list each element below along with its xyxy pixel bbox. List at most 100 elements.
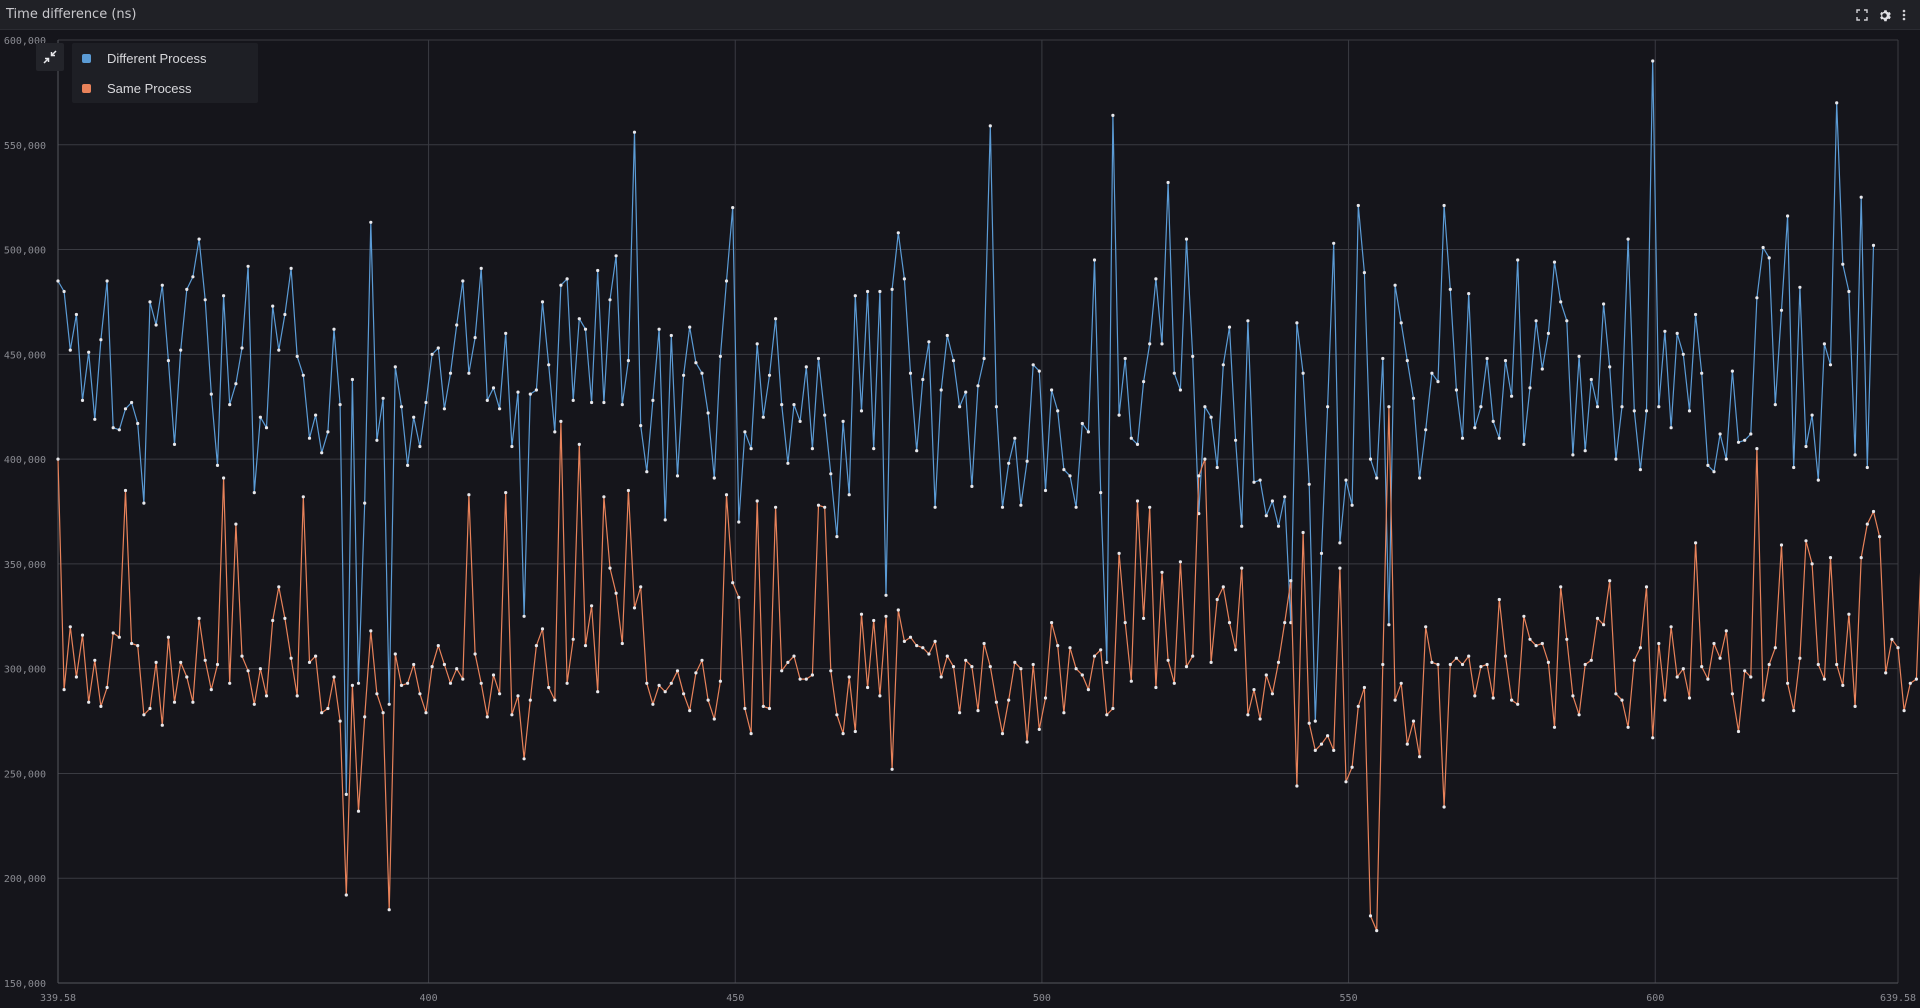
data-point-same-process [491, 673, 496, 677]
data-point-same-process [1362, 685, 1366, 690]
data-point-different-process [1283, 495, 1287, 499]
data-point-same-process [1914, 677, 1918, 681]
data-point-different-process [1099, 491, 1103, 495]
data-point-different-process [1191, 354, 1195, 358]
data-point-same-process [1246, 713, 1250, 717]
data-point-different-process [939, 388, 943, 392]
data-point-same-process [1203, 457, 1207, 461]
data-point-different-process [1583, 449, 1587, 453]
data-point-same-process [1902, 709, 1906, 713]
data-point-different-process [1037, 369, 1041, 373]
data-point-different-process [1424, 428, 1428, 432]
data-point-different-process [1215, 465, 1219, 470]
data-point-same-process [99, 704, 103, 709]
data-point-different-process [608, 298, 612, 302]
data-point-different-process [1804, 444, 1808, 449]
data-point-same-process [1019, 667, 1023, 671]
data-point-same-process [1577, 713, 1581, 717]
data-point-different-process [1810, 413, 1814, 417]
legend-item-same-process[interactable]: Same Process [82, 78, 192, 98]
data-point-different-process [841, 419, 845, 423]
data-point-same-process [835, 713, 839, 717]
data-point-different-process [1043, 488, 1048, 493]
fullscreen-icon[interactable] [1853, 6, 1871, 24]
data-point-same-process [1871, 509, 1876, 514]
data-point-same-process [1166, 658, 1170, 662]
data-point-different-process [498, 407, 502, 411]
data-point-same-process [136, 644, 140, 648]
data-point-different-process [1117, 413, 1121, 417]
data-point-different-process [1227, 325, 1232, 329]
data-point-different-process [491, 386, 496, 390]
gear-icon[interactable] [1875, 6, 1893, 24]
data-point-different-process [375, 438, 379, 442]
data-point-different-process [350, 377, 354, 382]
collapse-icon[interactable] [36, 43, 64, 71]
data-point-different-process [105, 279, 109, 283]
data-point-same-process [240, 654, 244, 658]
chart-area: 150,000 200,000 250,000 300,000 350,000 400,0… [0, 30, 1920, 1004]
data-point-different-process [596, 268, 600, 273]
legend-item-different-process[interactable]: Different Process [82, 48, 206, 68]
data-point-same-process [252, 702, 256, 706]
data-point-same-process [1614, 692, 1618, 696]
data-point-same-process [1718, 656, 1722, 660]
data-point-different-process [994, 405, 999, 409]
data-point-same-process [1681, 667, 1685, 671]
data-point-same-process [1853, 704, 1857, 709]
data-point-same-process [455, 667, 459, 671]
data-point-different-process [1270, 499, 1274, 503]
data-point-same-process [1387, 405, 1391, 409]
data-point-same-process [804, 677, 808, 681]
data-point-different-process [430, 352, 434, 356]
data-point-same-process [1381, 662, 1385, 667]
data-point-same-process [80, 633, 85, 637]
data-point-same-process [1160, 570, 1164, 574]
data-point-different-process [1534, 319, 1538, 323]
data-point-different-process [1031, 363, 1035, 367]
data-point-different-process [1105, 660, 1109, 665]
data-point-different-process [632, 130, 637, 134]
data-point-different-process [479, 266, 483, 270]
data-point-same-process [921, 646, 925, 650]
data-point-same-process [1878, 535, 1882, 539]
data-point-same-process [724, 493, 729, 497]
data-point-same-process [387, 908, 391, 912]
data-point-different-process [264, 426, 269, 430]
data-point-different-process [823, 413, 827, 417]
data-point-different-process [1835, 101, 1839, 105]
data-point-different-process [1510, 394, 1514, 398]
data-point-different-process [1485, 356, 1489, 361]
data-point-different-process [804, 365, 808, 369]
data-point-same-process [485, 715, 489, 719]
data-point-same-process [1454, 656, 1458, 660]
data-point-same-process [1111, 706, 1115, 711]
data-point-different-process [387, 702, 391, 706]
data-point-different-process [1209, 415, 1213, 419]
data-point-different-process [1736, 440, 1741, 444]
data-point-different-process [1608, 365, 1612, 369]
data-point-same-process [1289, 579, 1293, 583]
data-point-different-process [872, 447, 876, 451]
data-point-same-process [1105, 713, 1109, 717]
data-point-same-process [663, 690, 667, 694]
data-point-different-process [1694, 312, 1698, 317]
data-point-different-process [473, 336, 477, 340]
data-point-different-process [68, 348, 72, 352]
x-tick-label: 600 [1646, 993, 1664, 1004]
data-point-same-process [87, 700, 91, 704]
data-point-different-process [87, 350, 91, 354]
data-point-same-process [1221, 585, 1225, 589]
data-point-different-process [786, 461, 790, 465]
data-point-same-process [172, 700, 177, 704]
data-point-same-process [1473, 694, 1477, 698]
data-point-same-process [399, 683, 404, 688]
data-point-different-process [663, 518, 667, 522]
data-point-different-process [565, 277, 569, 281]
data-point-same-process [712, 717, 716, 721]
line-chart: 150,000 200,000 250,000 300,000 350,000 400,0… [4, 36, 1920, 1004]
data-point-different-process [442, 407, 446, 411]
data-point-different-process [356, 681, 361, 685]
data-point-same-process [1485, 662, 1489, 667]
more-vertical-icon[interactable] [1895, 6, 1913, 24]
